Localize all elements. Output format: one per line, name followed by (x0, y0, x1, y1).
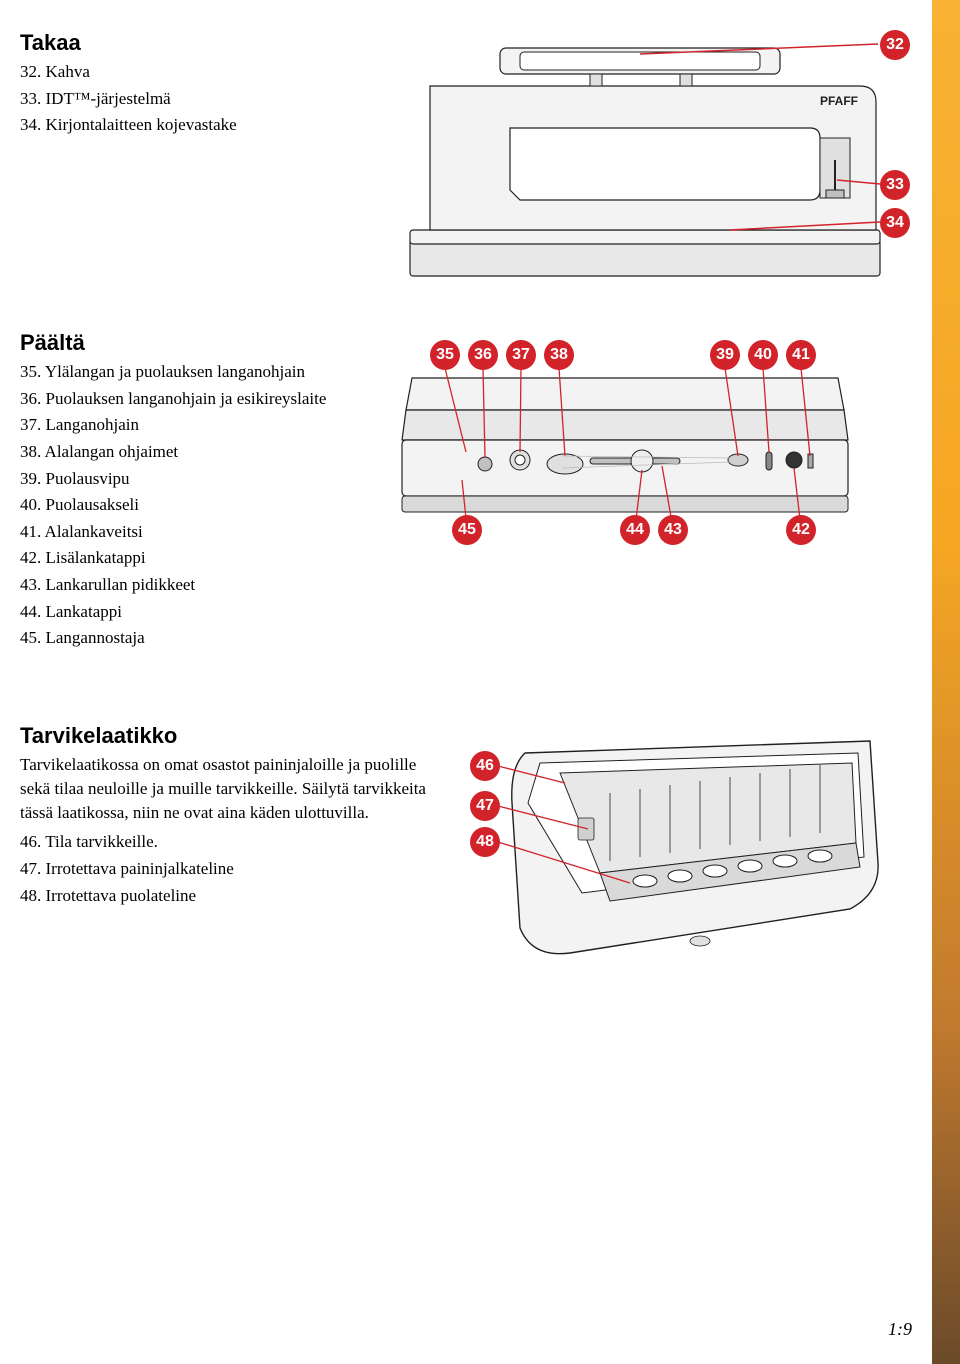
callout-badge: 45 (452, 515, 482, 545)
list-item: 39. Puolausvipu (20, 467, 360, 492)
brand-label: PFAFF (820, 94, 858, 108)
callout-badge: 35 (430, 340, 460, 370)
list-item: 37. Langanohjain (20, 413, 360, 438)
section-top-title: Päältä (20, 330, 360, 356)
callout-badge: 32 (880, 30, 910, 60)
callout-badge: 34 (880, 208, 910, 238)
list-item: 42. Lisälankatappi (20, 546, 360, 571)
box-parts-list: 46. Tila tarvikkeille. 47. Irrotettava p… (20, 830, 450, 908)
callout-badge: 38 (544, 340, 574, 370)
list-item: 48. Irrotettava puolateline (20, 884, 450, 909)
list-item: 40. Puolausakseli (20, 493, 360, 518)
list-item: 38. Alalangan ohjaimet (20, 440, 360, 465)
list-item: 46. Tila tarvikkeille. (20, 830, 450, 855)
callout-badge: 42 (786, 515, 816, 545)
list-item: 32. Kahva (20, 60, 360, 85)
back-parts-list: 32. Kahva 33. IDT™-järjestelmä 34. Kirjo… (20, 60, 360, 138)
list-item: 35. Ylälangan ja puolauksen langanohjain (20, 360, 360, 385)
section-box-title: Tarvikelaatikko (20, 723, 450, 749)
callout-badge: 46 (470, 751, 500, 781)
callout-badge: 48 (470, 827, 500, 857)
callout-badge: 40 (748, 340, 778, 370)
callout-badge: 36 (468, 340, 498, 370)
callout-badge: 39 (710, 340, 740, 370)
callout-badge: 43 (658, 515, 688, 545)
page-edge-gradient (932, 0, 960, 1364)
page-number: 1:9 (888, 1319, 912, 1340)
list-item: 36. Puolauksen langanohjain ja esikireys… (20, 387, 360, 412)
top-parts-list: 35. Ylälangan ja puolauksen langanohjain… (20, 360, 360, 651)
callout-badge: 33 (880, 170, 910, 200)
list-item: 33. IDT™-järjestelmä (20, 87, 360, 112)
callout-badge: 44 (620, 515, 650, 545)
callout-badge: 41 (786, 340, 816, 370)
list-item: 43. Lankarullan pidikkeet (20, 573, 360, 598)
machine-top-illustration: 35 36 37 38 39 40 41 45 44 43 42 (390, 340, 870, 560)
list-item: 47. Irrotettava paininjalkateline (20, 857, 450, 882)
box-body-text: Tarvikelaatikossa on omat osastot painin… (20, 753, 450, 824)
list-item: 44. Lankatappi (20, 600, 360, 625)
list-item: 45. Langannostaja (20, 626, 360, 651)
machine-back-illustration: PFAFF 32 33 34 (390, 30, 900, 290)
callout-badge: 47 (470, 791, 500, 821)
list-item: 34. Kirjontalaitteen kojevastake (20, 113, 360, 138)
list-item: 41. Alalankaveitsi (20, 520, 360, 545)
accessory-box-illustration: 46 47 48 (470, 723, 890, 973)
section-back-title: Takaa (20, 30, 360, 56)
callout-badge: 37 (506, 340, 536, 370)
